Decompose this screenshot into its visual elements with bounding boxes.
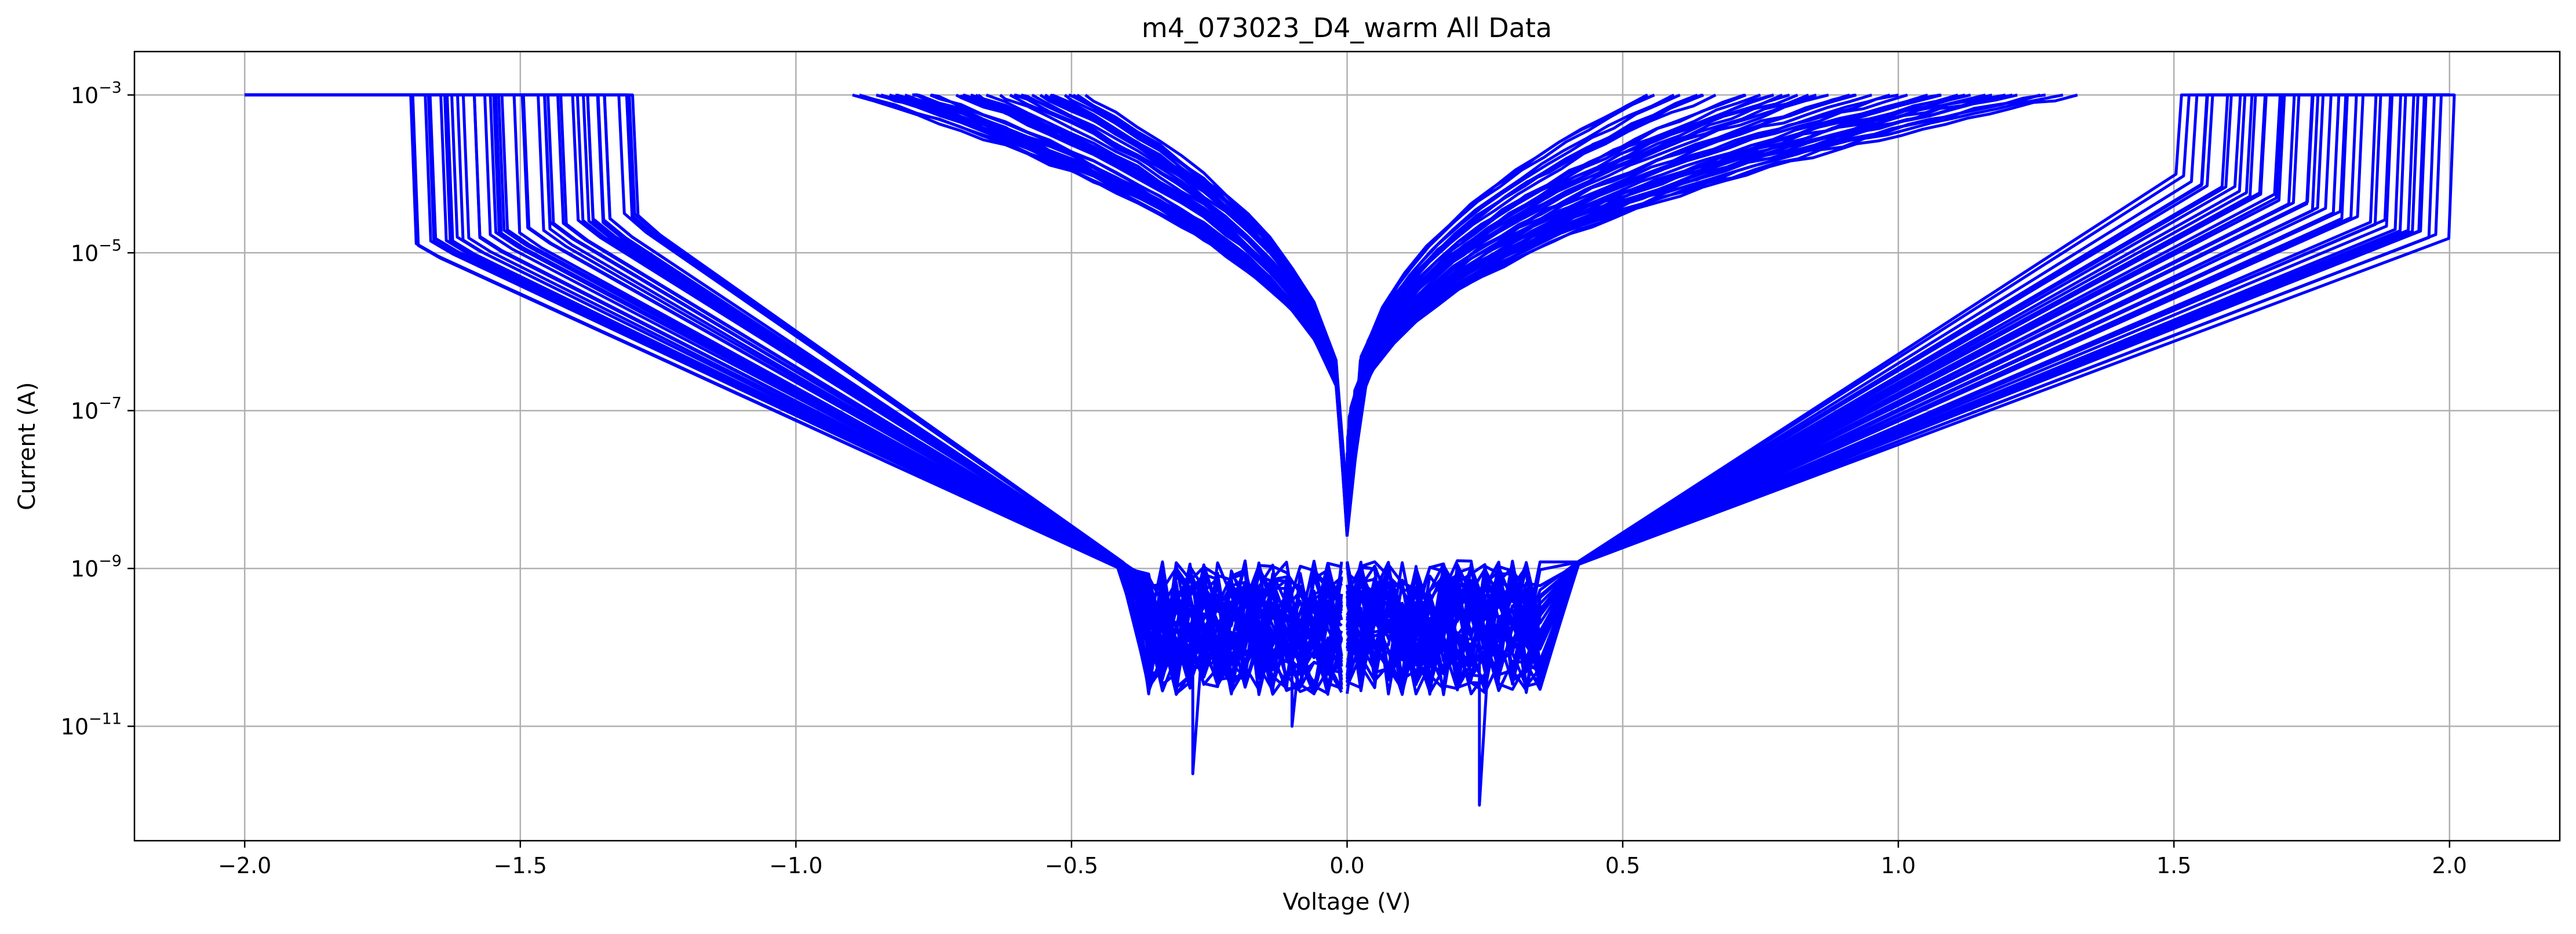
x-tick-label: 1.0 xyxy=(1881,853,1915,878)
iv-curve-positive-lrs xyxy=(1346,93,1675,517)
iv-curve-positive-lrs xyxy=(1346,93,2018,508)
x-tick-label: 1.5 xyxy=(2156,853,2191,878)
iv-curve-negative-lrs xyxy=(1068,93,1349,537)
iv-curve-positive-hrs xyxy=(1346,93,2450,696)
iv-curve-positive-lrs xyxy=(1346,93,1829,521)
iv-curve-negative-hrs xyxy=(245,93,1343,686)
iv-curve-positive-hrs xyxy=(1346,93,2450,696)
y-tick-label: 10−7 xyxy=(71,395,122,424)
iv-curve-negative-lrs xyxy=(985,93,1349,498)
iv-curve-positive-hrs xyxy=(1346,93,2450,690)
x-tick-label: −1.5 xyxy=(494,853,547,878)
iv-curve-positive-lrs xyxy=(1346,93,1966,512)
y-tick-label: 10−5 xyxy=(71,236,122,266)
iv-curve-positive-hrs xyxy=(1346,93,2456,665)
iv-curve-positive-lrs xyxy=(1346,93,2078,513)
x-tick-label: −2.0 xyxy=(218,853,271,878)
x-axis-label: Voltage (V) xyxy=(1282,889,1411,915)
iv-curve-dip xyxy=(1191,623,1205,775)
y-tick-label: 10−3 xyxy=(71,79,122,108)
iv-curve-positive-lrs xyxy=(1346,93,1941,509)
iv-curve-positive-hrs xyxy=(1346,93,2450,685)
y-tick-label: 10−9 xyxy=(71,552,122,582)
x-tick-label: −0.5 xyxy=(1045,853,1098,878)
x-tick-label: 0.5 xyxy=(1605,853,1640,878)
iv-curve-positive-lrs xyxy=(1346,93,2041,532)
iv-curve-negative-lrs xyxy=(859,93,1349,528)
iv-curve-negative-lrs xyxy=(1044,93,1349,499)
iv-curve-positive-hrs xyxy=(1346,93,2450,695)
iv-curve-positive-hrs xyxy=(1346,93,2450,662)
iv-curve-positive-lrs xyxy=(1346,93,1775,537)
x-tick-label: 2.0 xyxy=(2432,853,2467,878)
iv-curve-negative-lrs xyxy=(1015,93,1349,499)
chart-title: m4_073023_D4_warm All Data xyxy=(1142,12,1552,43)
x-tick-label: −1.0 xyxy=(769,853,822,878)
x-tick-label: 0.0 xyxy=(1329,853,1364,878)
iv-curve-dip xyxy=(1290,623,1305,728)
iv-curve-negative-lrs xyxy=(963,93,1349,535)
y-axis-ticks: 10−3 10−5 10−7 10−9 10−11 xyxy=(61,79,134,740)
iv-curve-positive-lrs xyxy=(1346,93,1717,517)
x-axis-ticks: −2.0 −1.5 −1.0 −0.5 0.0 0.5 1.0 1.5 2.0 xyxy=(218,841,2467,878)
iv-curve-negative-lrs xyxy=(930,93,1349,498)
iv-curve-positive-lrs xyxy=(1346,93,1899,516)
iv-curve-positive-lrs xyxy=(1346,93,1872,520)
iv-curve-positive-lrs xyxy=(1346,93,1704,517)
iv-curve-positive-lrs xyxy=(1346,93,1649,510)
iv-curve-negative-hrs xyxy=(245,93,1343,685)
y-tick-label: 10−11 xyxy=(61,710,122,740)
iv-curve-negative-lrs xyxy=(1084,93,1349,501)
data-curves xyxy=(245,93,2456,807)
y-axis-label: Current (A) xyxy=(14,382,41,510)
iv-curve-positive-lrs xyxy=(1346,93,1857,509)
iv-curve-dip xyxy=(1478,623,1492,807)
